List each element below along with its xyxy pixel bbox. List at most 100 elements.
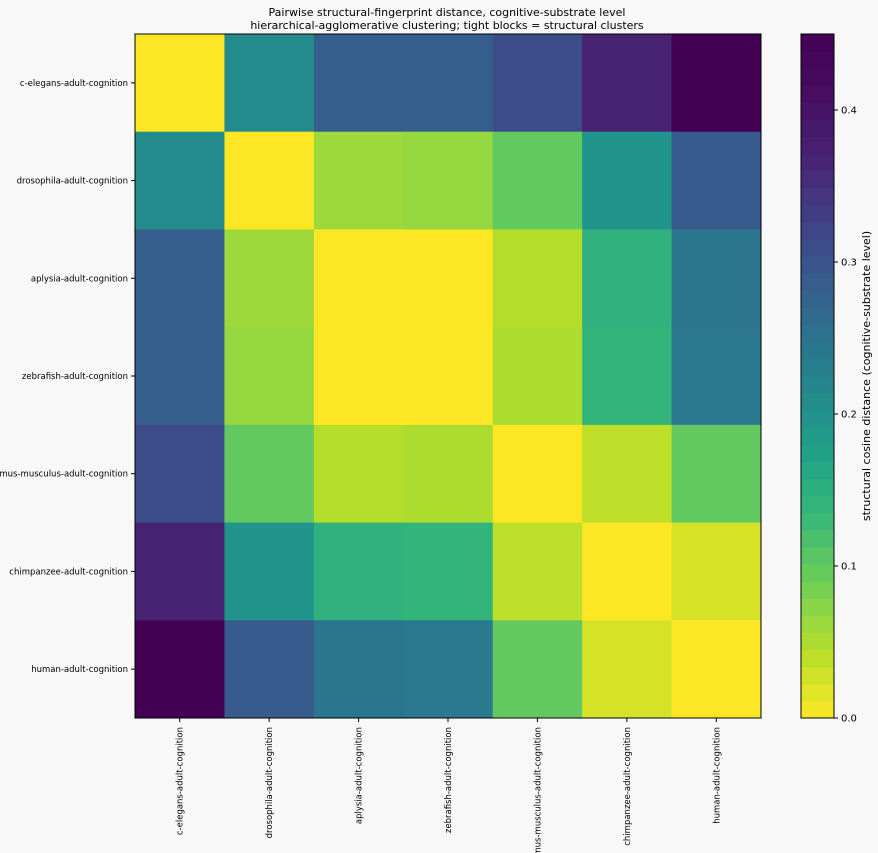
colorbar-segment bbox=[801, 666, 834, 685]
heatmap-cell bbox=[403, 424, 494, 524]
colorbar-segment bbox=[801, 427, 834, 445]
colorbar-tick-label: 0.4 bbox=[841, 106, 857, 117]
heatmap-cell bbox=[313, 424, 404, 524]
plot-frame bbox=[134, 33, 762, 719]
row-label: mus-musculus-adult-cognition bbox=[0, 470, 128, 480]
heatmap-cell bbox=[403, 327, 494, 426]
heatmap-cell bbox=[671, 327, 762, 426]
heatmap-cell bbox=[492, 620, 583, 719]
heatmap-cell bbox=[492, 34, 583, 133]
heatmap-cell bbox=[582, 131, 673, 230]
heatmap-cell bbox=[671, 34, 762, 133]
colorbar-segment bbox=[801, 564, 834, 582]
colorbar-segment bbox=[801, 615, 834, 633]
heatmap-cell bbox=[224, 229, 315, 328]
colorbar-frame bbox=[800, 33, 835, 719]
heatmap-cell bbox=[671, 229, 762, 328]
heatmap-cell bbox=[224, 522, 315, 621]
heatmap-cell bbox=[224, 131, 315, 230]
heatmap-cell bbox=[403, 522, 494, 621]
column-label: aplysia-adult-cognition bbox=[355, 727, 365, 824]
colorbar-segment bbox=[801, 119, 834, 138]
colorbar-tick-label: 0.2 bbox=[841, 410, 857, 421]
chart-subtitle: hierarchical-agglomerative clustering; t… bbox=[250, 19, 644, 32]
heatmap-cell bbox=[492, 424, 583, 524]
colorbar-segment bbox=[801, 376, 834, 394]
colorbar-segment bbox=[801, 187, 834, 206]
heatmap-cell bbox=[313, 327, 404, 426]
colorbar-segment bbox=[801, 307, 834, 326]
colorbar-segment bbox=[801, 649, 834, 668]
heatmap-cell bbox=[403, 229, 494, 328]
heatmap-cell bbox=[671, 620, 762, 719]
colorbar-segment bbox=[801, 239, 834, 257]
colorbar-tick-label: 0.1 bbox=[841, 562, 857, 573]
colorbar-segment bbox=[801, 581, 834, 599]
heatmap-cell bbox=[582, 522, 673, 621]
heatmap-cell bbox=[671, 424, 762, 524]
colorbar bbox=[801, 34, 834, 719]
column-label: chimpanzee-adult-cognition bbox=[623, 727, 633, 846]
column-label: zebrafish-adult-cognition bbox=[444, 727, 454, 833]
colorbar-segment bbox=[801, 393, 834, 411]
heatmap-cell bbox=[671, 522, 762, 621]
column-label: human-adult-cognition bbox=[712, 727, 722, 824]
colorbar-segment bbox=[801, 68, 834, 86]
heatmap-cell bbox=[582, 620, 673, 719]
heatmap-cell bbox=[135, 522, 225, 621]
colorbar-segment bbox=[801, 529, 834, 548]
colorbar-segment bbox=[801, 512, 834, 531]
colorbar-label: structural cosine distance (cognitive-su… bbox=[860, 231, 873, 521]
heatmap-cell bbox=[582, 229, 673, 328]
heatmap-cell bbox=[492, 522, 583, 621]
row-label: human-adult-cognition bbox=[31, 665, 128, 675]
row-label: c-elegans-adult-cognition bbox=[20, 79, 128, 89]
column-label: drosophila-adult-cognition bbox=[265, 727, 275, 838]
colorbar-segment bbox=[801, 341, 834, 360]
heatmap-cell bbox=[135, 620, 225, 719]
heatmap-cell bbox=[224, 34, 315, 133]
heatmap-cell bbox=[582, 34, 673, 133]
heatmap-cell bbox=[313, 34, 404, 133]
row-label: chimpanzee-adult-cognition bbox=[9, 567, 128, 577]
colorbar-segment bbox=[801, 410, 834, 428]
colorbar-segment bbox=[801, 153, 834, 172]
heatmap-cell bbox=[135, 131, 225, 230]
colorbar-segment bbox=[801, 478, 834, 497]
heatmap-cell bbox=[492, 229, 583, 328]
colorbar-segment bbox=[801, 547, 834, 565]
heatmap-cell bbox=[313, 229, 404, 328]
heatmap-cell bbox=[582, 424, 673, 524]
colorbar-ticks: 0.0 0.1 0.2 0.3 0.4 bbox=[834, 106, 857, 725]
heatmap-cell bbox=[582, 327, 673, 426]
row-label: aplysia-adult-cognition bbox=[31, 274, 128, 284]
row-label: zebrafish-adult-cognition bbox=[22, 372, 128, 382]
colorbar-segment bbox=[801, 495, 834, 514]
heatmap-cell bbox=[135, 229, 225, 328]
colorbar-segment bbox=[801, 205, 834, 223]
heatmap-cell bbox=[403, 34, 494, 133]
heatmap-cell bbox=[671, 131, 762, 230]
heatmap-cells bbox=[135, 34, 762, 719]
colorbar-segment bbox=[801, 273, 834, 291]
colorbar-segment bbox=[801, 136, 834, 155]
heatmap-cell bbox=[403, 131, 494, 230]
colorbar-segment bbox=[801, 290, 834, 309]
colorbar-segment bbox=[801, 700, 834, 719]
heatmap-cell bbox=[224, 620, 315, 719]
colorbar-segment bbox=[801, 222, 834, 240]
colorbar-segment bbox=[801, 51, 834, 69]
colorbar-segment bbox=[801, 632, 834, 651]
colorbar-segment bbox=[801, 170, 834, 189]
heatmap-cell bbox=[492, 131, 583, 230]
heatmap-cell bbox=[313, 522, 404, 621]
colorbar-segment bbox=[801, 102, 834, 120]
heatmap-cell bbox=[313, 131, 404, 230]
column-labels: c-elegans-adult-cognition drosophila-adul… bbox=[176, 718, 722, 853]
row-label: drosophila-adult-cognition bbox=[17, 177, 128, 187]
colorbar-segment bbox=[801, 85, 834, 103]
colorbar-segment bbox=[801, 683, 834, 702]
colorbar-segment bbox=[801, 598, 834, 616]
heatmap-cell bbox=[492, 327, 583, 426]
